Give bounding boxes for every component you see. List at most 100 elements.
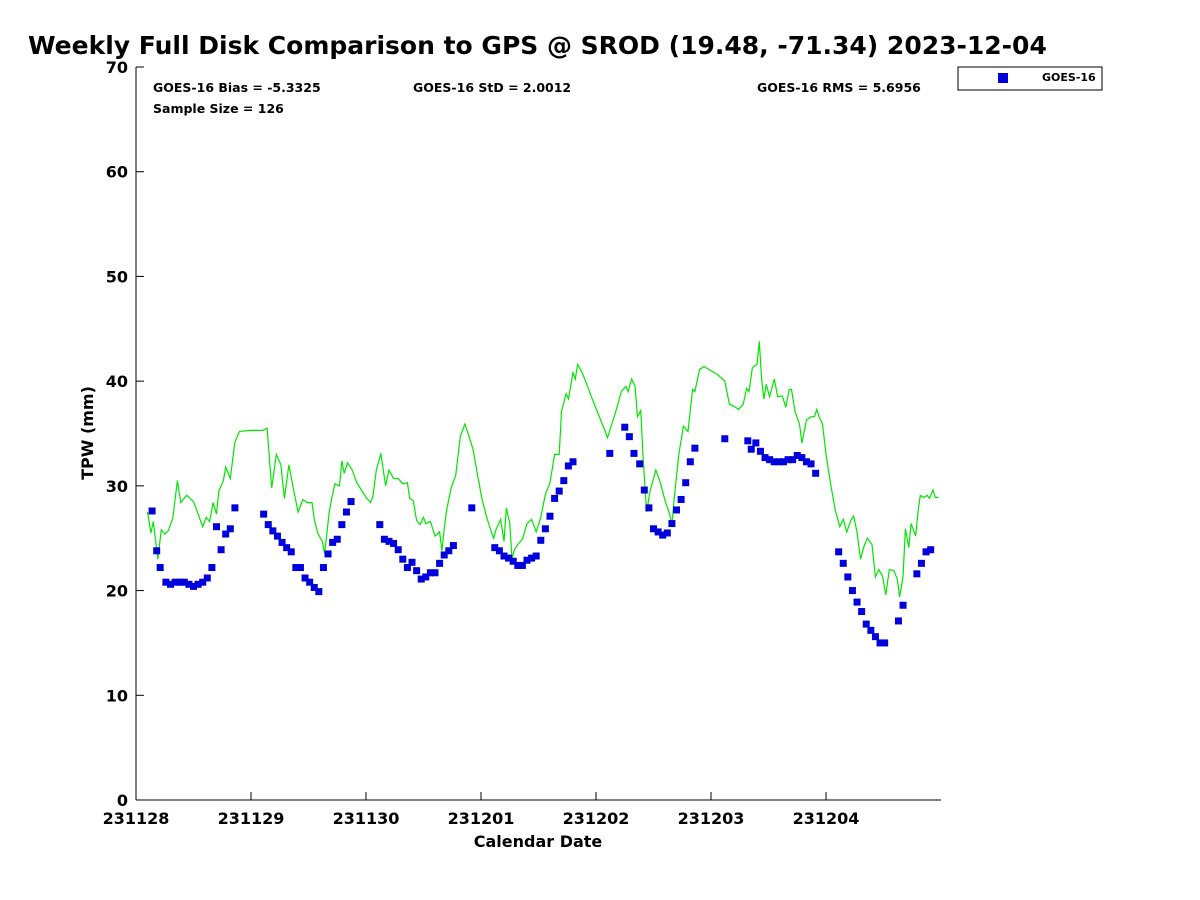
goes16-point	[853, 598, 861, 606]
goes16-point	[784, 456, 792, 464]
goes16-point	[876, 639, 884, 647]
goes16-point	[468, 504, 476, 512]
y-tick-label: 50	[106, 267, 128, 286]
goes16-point	[445, 547, 453, 555]
goes16-point	[287, 548, 295, 556]
goes16-point	[390, 539, 398, 547]
goes16-point	[514, 561, 522, 569]
goes16-point	[319, 564, 327, 572]
goes16-point	[449, 542, 457, 550]
goes16-point	[162, 578, 170, 586]
goes16-point	[862, 620, 870, 628]
goes16-point	[673, 506, 680, 514]
goes16-point	[922, 548, 930, 556]
goes16-point	[807, 460, 815, 468]
goes16-point	[185, 580, 193, 588]
goes16-point	[153, 547, 161, 555]
x-ticks: 231128 231129 231130 231201 231202 231203 2312…	[103, 792, 860, 828]
goes16-point	[385, 537, 393, 545]
goes16-point	[310, 583, 318, 591]
goes16-point	[394, 546, 402, 554]
legend-label-goes16: GOES-16	[1042, 71, 1096, 84]
goes16-point	[278, 538, 286, 546]
goes16-point	[342, 508, 350, 516]
goes16-point	[555, 487, 563, 495]
goes16-point	[766, 456, 774, 464]
goes16-point	[913, 570, 921, 578]
goes16-point	[744, 437, 752, 445]
y-tick-label: 40	[106, 372, 128, 391]
goes16-point	[636, 460, 644, 468]
goes16-point	[436, 559, 444, 567]
goes16-point	[844, 573, 852, 581]
goes16-point	[194, 580, 202, 588]
goes16-point	[858, 608, 866, 616]
goes16-point	[408, 558, 416, 566]
legend-box	[957, 66, 1103, 91]
goes16-point	[640, 486, 648, 494]
goes16-point	[190, 582, 197, 590]
goes16-point	[518, 561, 526, 569]
goes16-point	[881, 639, 889, 647]
goes16-point	[793, 451, 801, 459]
x-tick-label: 231203	[678, 809, 745, 828]
goes16-point	[917, 559, 925, 567]
goes16-point	[199, 578, 207, 586]
goes16-point	[645, 504, 653, 512]
goes16-point	[650, 525, 657, 533]
goes16-point	[756, 447, 764, 455]
x-tick-label: 231201	[448, 809, 515, 828]
goes16-point	[156, 564, 164, 572]
goes16-point	[532, 552, 540, 560]
goes16-point	[798, 454, 806, 462]
goes16-point	[422, 573, 430, 581]
goes16-point	[413, 567, 421, 575]
goes16-point	[752, 439, 760, 447]
goes16-point	[338, 521, 346, 529]
goes16-point	[306, 578, 314, 586]
goes16-point	[333, 535, 341, 543]
goes16-point	[770, 458, 778, 466]
goes16-point	[682, 479, 690, 487]
goes16-point	[789, 456, 797, 464]
goes16-point	[403, 564, 411, 572]
goes16-point	[440, 551, 448, 559]
goes16-point	[630, 449, 638, 457]
goes16-point	[148, 507, 156, 515]
goes16-point	[167, 580, 174, 588]
x-tick-label: 231204	[793, 809, 860, 828]
x-tick-label: 231128	[103, 809, 170, 828]
goes16-point	[775, 458, 783, 466]
y-tick-label: 10	[106, 686, 128, 705]
goes16-point	[546, 512, 554, 520]
x-tick-label: 231130	[333, 809, 400, 828]
rms-stat: GOES-16 RMS = 5.6956	[757, 80, 921, 95]
goes16-point	[324, 550, 332, 558]
goes16-point	[171, 578, 179, 586]
goes16-point	[500, 552, 508, 560]
std-stat: GOES-16 StD = 2.0012	[413, 80, 571, 95]
sample-size-stat: Sample Size = 126	[153, 101, 284, 116]
goes16-point	[839, 559, 847, 567]
goes16-point	[509, 557, 517, 565]
goes16-point	[222, 530, 230, 538]
goes16-point	[431, 569, 439, 577]
goes16-point	[802, 458, 810, 466]
goes16-point	[292, 564, 300, 572]
goes16-point	[625, 433, 633, 441]
goes16-point	[867, 626, 875, 634]
goes16-point	[537, 536, 545, 544]
bias-stat: GOES-16 Bias = -5.3325	[153, 80, 321, 95]
goes16-point	[180, 578, 188, 586]
goes16-point	[686, 458, 694, 466]
goes16-point	[668, 520, 676, 528]
goes16-point	[426, 569, 434, 577]
y-tick-label: 60	[106, 163, 128, 182]
goes16-point	[376, 521, 384, 529]
series-layer	[146, 341, 939, 647]
y-tick-label: 20	[106, 582, 128, 601]
goes16-point	[296, 564, 304, 572]
goes16-point	[621, 423, 629, 431]
legend-marker-goes16	[998, 73, 1008, 83]
goes16-point	[399, 555, 407, 563]
